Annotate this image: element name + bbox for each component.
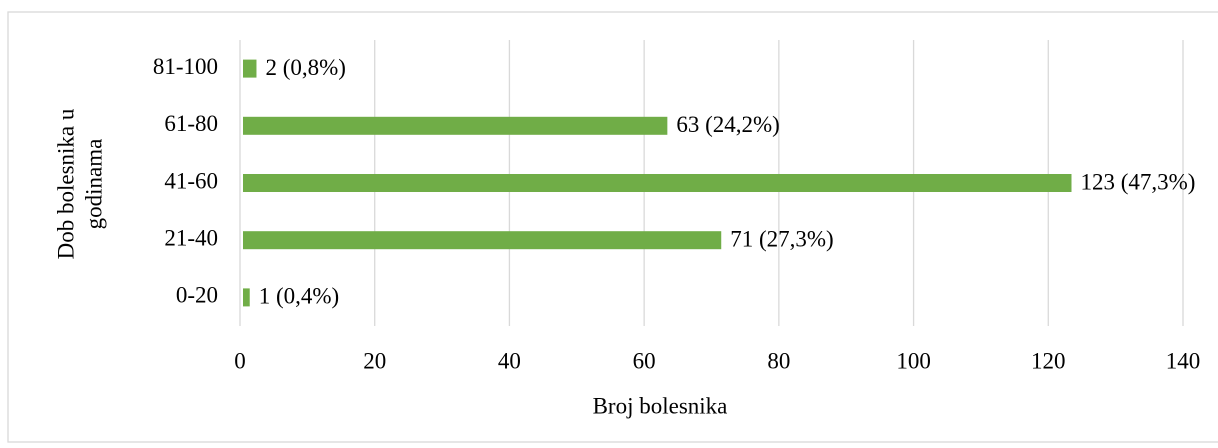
data-label: 63 (24,2%)	[676, 112, 779, 137]
bar	[243, 59, 257, 78]
data-label: 71 (27,3%)	[730, 226, 833, 251]
y-tick-label: 61-80	[164, 111, 218, 136]
chart-frame	[7, 11, 1218, 443]
x-tick-label: 60	[633, 348, 656, 373]
x-tick-label: 40	[498, 348, 521, 373]
x-tick-label: 120	[1031, 348, 1066, 373]
x-tick-label: 0	[234, 348, 246, 373]
bar	[243, 231, 722, 250]
data-label: 1 (0,4%)	[259, 284, 339, 309]
data-label: 123 (47,3%)	[1080, 169, 1195, 194]
data-label: 2 (0,8%)	[265, 55, 345, 80]
x-tick-label: 100	[896, 348, 931, 373]
x-tick-label: 140	[1166, 348, 1201, 373]
x-tick-label: 80	[767, 348, 790, 373]
bar	[243, 174, 1072, 192]
y-tick-label: 0-20	[176, 283, 218, 308]
x-axis-label: Broj bolesnika	[593, 393, 728, 418]
y-axis-label: Dob bolesnika u godinama	[53, 108, 106, 259]
y-axis-label-line: Dob bolesnika u	[53, 108, 78, 259]
bar	[243, 288, 250, 307]
x-tick-label: 20	[363, 348, 386, 373]
bar	[243, 116, 668, 135]
y-tick-label: 21-40	[164, 225, 218, 250]
y-axis-label-line: godinama	[81, 139, 106, 230]
y-tick-label: 81-100	[153, 54, 218, 79]
y-tick-label: 41-60	[164, 168, 218, 193]
